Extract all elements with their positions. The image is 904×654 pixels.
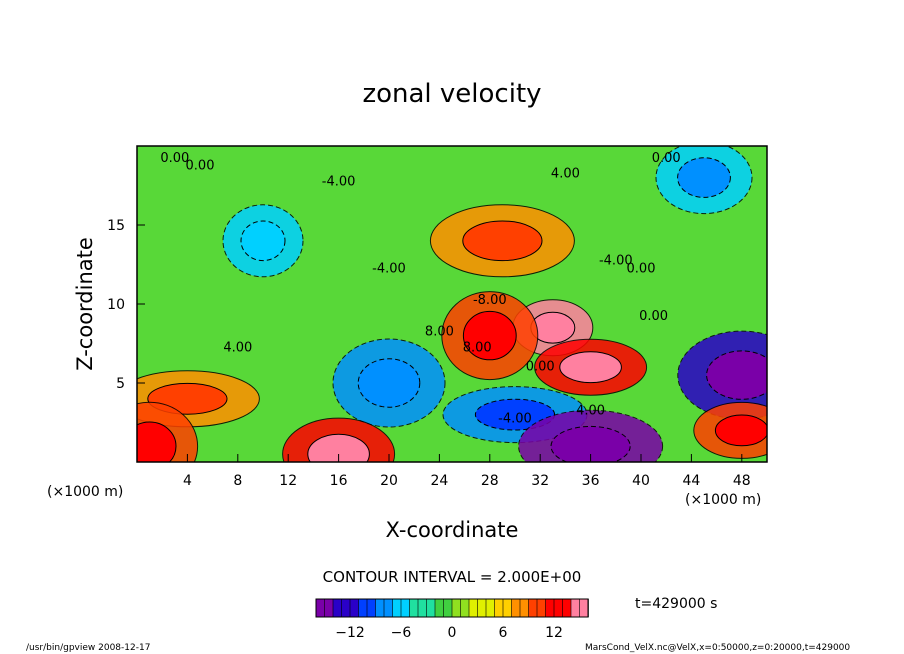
colorbar-tick-label: 0	[448, 625, 457, 641]
colorbar-cell	[536, 598, 547, 618]
field-blob-core	[462, 310, 517, 361]
contour-label: -4.00	[372, 261, 406, 276]
contour-label: 8.00	[463, 340, 492, 355]
field-blob-core	[240, 220, 286, 262]
chart-title: zonal velocity	[362, 79, 541, 109]
contour-label: -4.00	[322, 175, 356, 190]
colorbar-cell	[451, 598, 462, 618]
field-blob-core	[137, 421, 177, 462]
contour-label: 4.00	[223, 340, 252, 355]
footer-left: /usr/bin/gpview 2008-12-17	[26, 643, 150, 653]
colorbar: −12 −6 0 6 12	[315, 598, 589, 641]
x-unit-right: (×1000 m)	[685, 492, 761, 508]
x-tick-label: 48	[733, 473, 751, 489]
colorbar-cell	[383, 598, 394, 618]
y-tick-label: 10	[107, 297, 125, 313]
x-tick-label: 12	[279, 473, 297, 489]
contour-label: 0.00	[639, 309, 668, 324]
colorbar-cell	[502, 598, 513, 618]
colorbar-cell	[562, 598, 572, 618]
colorbar-ticks: −12 −6 0 6 12	[335, 625, 563, 641]
field-blob-core	[357, 358, 421, 408]
colorbar-cell	[375, 598, 385, 618]
x-tick-label: 44	[682, 473, 700, 489]
y-tick-label: 15	[107, 218, 125, 234]
x-tick-label: 16	[330, 473, 348, 489]
colorbar-cell	[332, 598, 343, 618]
colorbar-tick-label: −6	[391, 625, 412, 641]
colorbar-cell	[468, 598, 479, 618]
time-stamp: t=429000 s	[635, 596, 717, 612]
contour-label: -8.00	[473, 293, 507, 308]
x-tick-label: 40	[632, 473, 650, 489]
velocity-field	[137, 146, 767, 462]
contour-label: 0.00	[652, 151, 681, 166]
contour-label: 4.00	[576, 404, 605, 419]
colorbar-cell	[324, 598, 334, 618]
colorbar-cell	[341, 598, 351, 618]
x-tick-label: 36	[582, 473, 600, 489]
contour-label: 0.00	[186, 159, 215, 174]
colorbar-cell	[409, 598, 419, 618]
field-blob-core	[462, 220, 543, 262]
x-tick-label: 20	[380, 473, 398, 489]
colorbar-cell	[477, 598, 487, 618]
field-blob-core	[307, 433, 370, 462]
colorbar-cell	[426, 598, 436, 618]
colorbar-cell	[358, 598, 368, 618]
colorbar-cell	[349, 598, 360, 618]
colorbar-cell	[400, 598, 411, 618]
contour-interval: CONTOUR INTERVAL = 2.000E+00	[323, 568, 582, 586]
contour-label: -4.00	[599, 254, 633, 269]
plot-area: 0.000.00-4.004.000.00-4.004.008.008.00-8…	[107, 145, 768, 489]
colorbar-cell	[511, 598, 521, 618]
contour-labels: 0.000.00-4.004.000.00-4.004.008.008.00-8…	[160, 151, 680, 427]
x-tick-label: 4	[183, 473, 192, 489]
colorbar-cell	[366, 598, 377, 618]
field-blob-core	[550, 425, 631, 462]
colorbar-tick-label: 12	[545, 625, 563, 641]
footer-right: MarsCond_VelX.nc@VelX,x=0:50000,z=0:2000…	[585, 643, 850, 653]
field-blob-core	[559, 351, 622, 384]
x-axis-label: X-coordinate	[386, 518, 519, 542]
y-tick-label: 5	[116, 376, 125, 392]
colorbar-cell	[315, 598, 326, 618]
colorbar-cell	[570, 598, 581, 618]
y-axis-ticks: 5 10 15	[107, 218, 145, 392]
contour-label: 0.00	[526, 359, 555, 374]
field-blob-core	[714, 414, 767, 447]
x-tick-label: 28	[481, 473, 499, 489]
contour-label: -4.00	[498, 412, 532, 427]
x-tick-label: 24	[430, 473, 448, 489]
colorbar-cell	[528, 598, 538, 618]
colorbar-cell	[545, 598, 555, 618]
x-tick-label: 32	[531, 473, 549, 489]
colorbar-cell	[553, 598, 564, 618]
colorbar-cell	[494, 598, 504, 618]
colorbar-cell	[579, 598, 589, 618]
contour-label: 0.00	[627, 261, 656, 276]
x-unit-left: (×1000 m)	[47, 484, 123, 500]
colorbar-cell	[392, 598, 402, 618]
colorbar-cell	[417, 598, 428, 618]
colorbar-cell	[443, 598, 453, 618]
colorbar-tick-label: −12	[335, 625, 365, 641]
colorbar-cell	[519, 598, 530, 618]
colorbar-cell	[485, 598, 496, 618]
contour-label: 0.00	[160, 151, 189, 166]
field-blob-core	[706, 350, 767, 400]
x-tick-label: 8	[233, 473, 242, 489]
contour-label: 8.00	[425, 325, 454, 340]
colorbar-tick-label: 6	[499, 625, 508, 641]
y-axis-label: Z-coordinate	[73, 237, 97, 371]
contour-label: 4.00	[551, 167, 580, 182]
colorbar-cell	[434, 598, 445, 618]
x-axis-ticks: 4 8 12 16 20 24 28 32 36 40 44 48	[183, 454, 751, 489]
colorbar-cell	[460, 598, 470, 618]
field-blob-core	[677, 157, 731, 198]
